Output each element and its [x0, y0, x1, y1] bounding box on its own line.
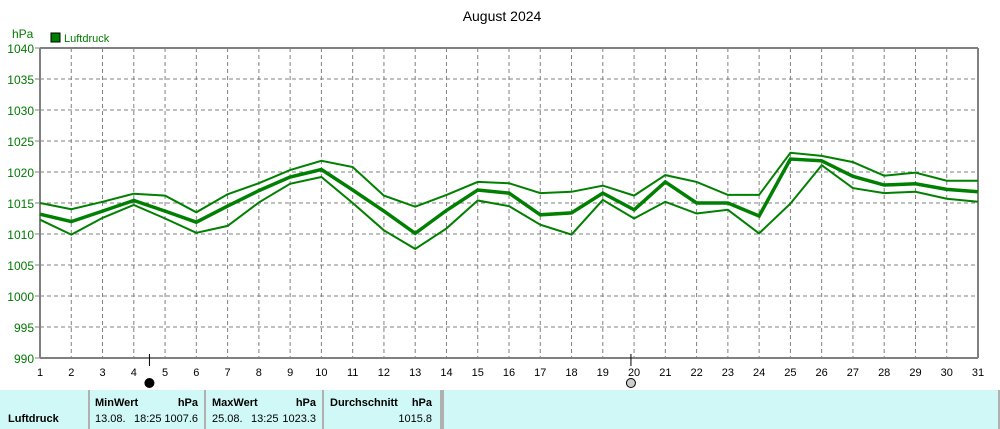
svg-text:6: 6 — [193, 367, 199, 379]
average-cell: Durchschnitt hPa 1015.8 — [324, 390, 442, 429]
svg-text:11: 11 — [347, 367, 358, 379]
series-line — [39, 151, 978, 214]
svg-text:12: 12 — [378, 367, 390, 379]
svg-text:26: 26 — [816, 367, 828, 379]
svg-text:13: 13 — [409, 367, 421, 379]
avg-unit: hPa — [411, 397, 432, 409]
svg-text:16: 16 — [503, 367, 515, 379]
min-value: 1007.6 — [164, 413, 198, 425]
series-lines — [39, 151, 979, 251]
moon-phase-markers — [144, 354, 636, 388]
legend-label: Luftdruck — [64, 33, 110, 45]
max-value-cell: MaxWert hPa 25.08. 13:25 1023.3 — [206, 390, 324, 429]
svg-text:28: 28 — [878, 367, 890, 379]
chart-title: August 2024 — [463, 8, 542, 24]
svg-text:1035: 1035 — [7, 73, 34, 87]
legend-swatch — [50, 32, 61, 43]
svg-text:3: 3 — [99, 367, 105, 379]
svg-text:15: 15 — [472, 367, 484, 379]
svg-text:24: 24 — [753, 367, 765, 379]
max-header: MaxWert — [212, 397, 258, 409]
min-date: 13.08. — [95, 413, 126, 425]
max-unit: hPa — [295, 397, 316, 409]
full-moon-icon — [625, 378, 636, 388]
svg-text:20: 20 — [628, 367, 640, 379]
svg-text:995: 995 — [14, 321, 34, 335]
svg-text:1020: 1020 — [7, 166, 34, 180]
svg-text:1005: 1005 — [7, 259, 34, 273]
pressure-chart: August 2024 hPa Luftdruck 990 995 1000 1005… — [7, 8, 984, 388]
svg-text:990: 990 — [14, 352, 34, 366]
series-line — [39, 163, 979, 251]
min-time: 18:25 — [134, 413, 162, 425]
svg-text:2: 2 — [68, 367, 74, 379]
svg-text:5: 5 — [162, 367, 168, 379]
svg-text:1015: 1015 — [7, 197, 34, 211]
stats-row-label: Luftdruck — [8, 413, 59, 425]
min-header: MinWert — [95, 397, 139, 409]
svg-text:1: 1 — [37, 367, 43, 379]
svg-text:30: 30 — [941, 367, 953, 379]
svg-text:29: 29 — [909, 367, 921, 379]
max-time: 13:25 — [251, 413, 279, 425]
svg-text:1010: 1010 — [7, 228, 34, 242]
svg-text:7: 7 — [225, 367, 231, 379]
svg-text:10: 10 — [315, 367, 327, 379]
series-line — [39, 157, 979, 236]
stats-label-cell: Luftdruck — [0, 390, 90, 429]
svg-text:9: 9 — [287, 367, 293, 379]
svg-text:14: 14 — [440, 367, 452, 379]
empty-cell — [442, 390, 1000, 429]
svg-text:27: 27 — [847, 367, 859, 379]
svg-text:1040: 1040 — [7, 42, 34, 56]
svg-text:8: 8 — [256, 367, 262, 379]
min-unit: hPa — [177, 397, 198, 409]
y-axis-ticks: 990 995 1000 1005 1010 1015 1020 1025 1030 1035 10… — [7, 42, 40, 366]
min-value-cell: MinWert hPa 13.08. 18:25 1007.6 — [90, 390, 206, 429]
svg-text:17: 17 — [534, 367, 546, 379]
max-date: 25.08. — [212, 413, 243, 425]
y-axis-unit: hPa — [12, 27, 34, 41]
max-value: 1023.3 — [282, 413, 316, 425]
svg-text:4: 4 — [131, 367, 137, 379]
svg-text:1030: 1030 — [7, 104, 34, 118]
statistics-panel: Luftdruck MinWert hPa 13.08. 18:25 1007.… — [0, 390, 1000, 429]
svg-text:25: 25 — [784, 367, 796, 379]
x-axis-ticks: 1 2 3 4 5 6 7 8 9 10 11 12 13 14 15 16 17 18 19 20 21 22 23 24 2… — [37, 367, 984, 379]
svg-text:19: 19 — [597, 367, 609, 379]
svg-text:23: 23 — [722, 367, 734, 379]
avg-header: Durchschnitt — [330, 397, 398, 409]
svg-text:1000: 1000 — [7, 290, 34, 304]
svg-text:22: 22 — [690, 367, 702, 379]
new-moon-icon — [144, 378, 155, 388]
svg-text:31: 31 — [972, 367, 984, 379]
avg-value: 1015.8 — [398, 413, 432, 425]
svg-text:1025: 1025 — [7, 135, 34, 149]
svg-text:18: 18 — [565, 367, 577, 379]
svg-text:21: 21 — [659, 367, 671, 379]
